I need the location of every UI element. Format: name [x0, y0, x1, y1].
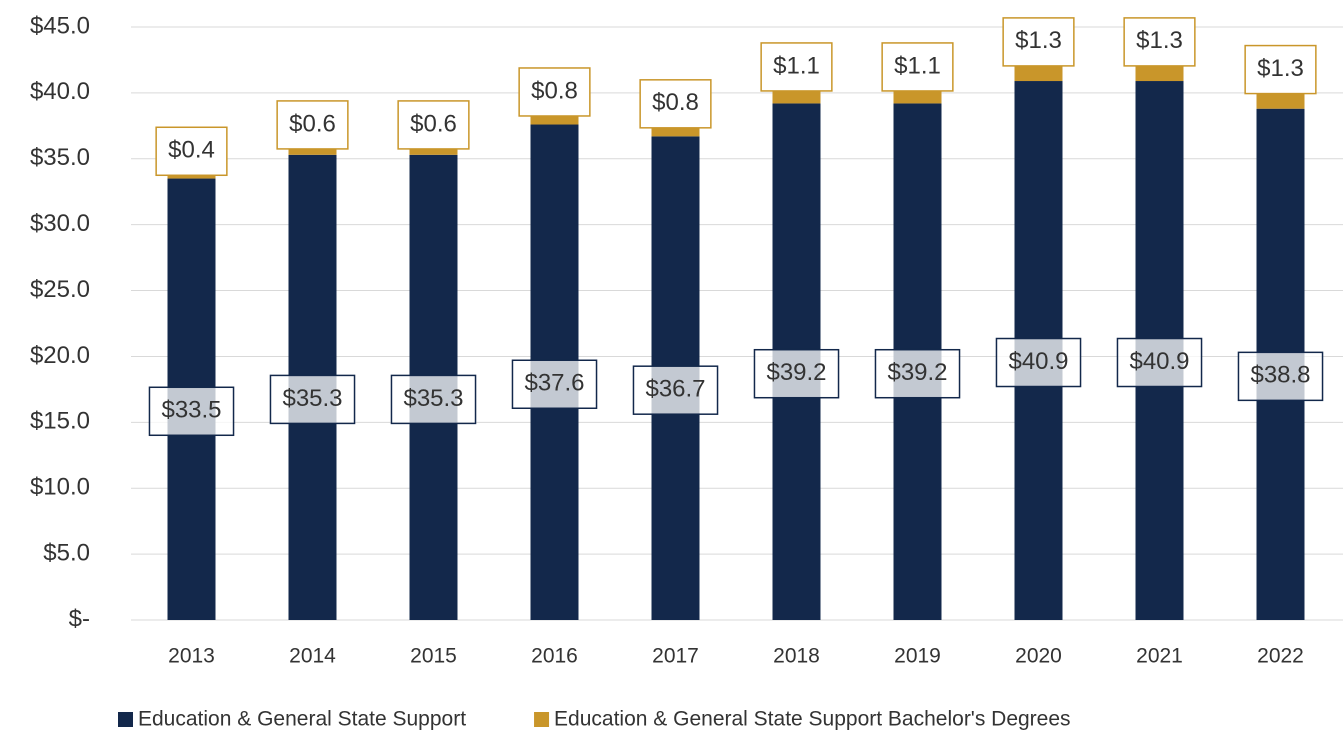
data-label: $1.3: [1123, 17, 1196, 67]
data-label-box: [155, 126, 228, 177]
data-label: $0.8: [639, 79, 712, 129]
y-tick-label: $40.0: [30, 78, 90, 105]
x-tick-label: 2021: [1136, 645, 1183, 668]
data-label-text: $39.2: [887, 359, 947, 386]
x-tick-label: 2019: [894, 645, 941, 668]
bar-segment: [288, 146, 337, 155]
data-label: $1.1: [760, 42, 833, 92]
y-tick-label: $35.0: [30, 144, 90, 171]
legend-label: Education & General State Support Bachel…: [554, 708, 1070, 731]
data-label-box: [881, 42, 954, 92]
data-label-box: [995, 337, 1082, 388]
legend-swatch: [118, 712, 133, 727]
x-tick-label: 2018: [773, 645, 820, 668]
data-label-text: $35.3: [403, 385, 463, 412]
data-label-text: $40.9: [1129, 348, 1189, 375]
data-label-box: [760, 42, 833, 92]
data-label-box: [753, 348, 840, 399]
data-label: $1.3: [1002, 17, 1075, 67]
data-label-text: $1.3: [1015, 27, 1062, 54]
data-label-box: [397, 100, 470, 150]
data-label-text: $39.2: [766, 359, 826, 386]
legend-label: Education & General State Support: [138, 708, 466, 731]
data-label-text: $1.3: [1136, 27, 1183, 54]
y-tick-label: $45.0: [30, 12, 90, 39]
data-label-text: $36.7: [645, 376, 705, 403]
data-label-text: $0.6: [410, 110, 457, 137]
data-label: $36.7: [632, 365, 719, 415]
x-tick-label: 2015: [410, 645, 457, 668]
data-label: $35.3: [269, 374, 356, 425]
data-label-box: [1237, 351, 1324, 402]
data-label-text: $1.1: [894, 52, 941, 79]
data-label: $0.4: [155, 126, 228, 177]
data-label: $1.3: [1244, 44, 1317, 95]
data-label-text: $0.8: [531, 77, 578, 104]
data-label: $40.9: [995, 337, 1082, 388]
data-label-box: [1123, 17, 1196, 67]
x-tick-label: 2017: [652, 645, 699, 668]
data-label-box: [390, 374, 477, 425]
x-tick-label: 2016: [531, 645, 578, 668]
bar-segment: [530, 113, 579, 125]
y-tick-label: $5.0: [43, 539, 90, 566]
data-label: $0.8: [518, 67, 591, 117]
data-label: $39.2: [753, 348, 840, 399]
data-label-text: $37.6: [524, 370, 584, 397]
legend-swatch: [534, 712, 550, 727]
data-label: $1.1: [881, 42, 954, 92]
data-label-box: [639, 79, 712, 129]
data-label-box: [1002, 17, 1075, 67]
bar-segment: [1256, 91, 1305, 109]
data-label-text: $0.4: [168, 137, 215, 164]
data-label: $0.6: [276, 100, 349, 150]
data-label: $39.2: [874, 348, 961, 399]
data-label-text: $0.8: [652, 89, 699, 116]
data-label: $40.9: [1116, 337, 1203, 388]
x-tick-label: 2022: [1257, 645, 1304, 668]
data-label-box: [269, 374, 356, 425]
bar-segment: [772, 88, 821, 104]
data-label-box: [632, 365, 719, 415]
data-label-text: $40.9: [1008, 348, 1068, 375]
bar-segment: [1135, 63, 1184, 82]
data-label: $38.8: [1237, 351, 1324, 402]
data-label: $0.6: [397, 100, 470, 150]
data-label-text: $35.3: [282, 385, 342, 412]
data-label: $35.3: [390, 374, 477, 425]
data-label-text: $1.3: [1257, 55, 1304, 82]
x-tick-label: 2014: [289, 645, 336, 668]
y-tick-label: $-: [69, 605, 90, 632]
data-label: $33.5: [148, 386, 235, 437]
y-tick-label: $10.0: [30, 474, 90, 501]
data-label: $37.6: [511, 359, 598, 410]
y-tick-label: $15.0: [30, 408, 90, 435]
data-label-box: [874, 348, 961, 399]
data-label-text: $33.5: [161, 397, 221, 424]
data-label-box: [1116, 337, 1203, 388]
data-label-box: [511, 359, 598, 410]
y-tick-label: $30.0: [30, 210, 90, 237]
bar-segment: [1014, 63, 1063, 82]
y-tick-label: $25.0: [30, 276, 90, 303]
bar-segment: [651, 125, 700, 137]
y-tick-label: $20.0: [30, 342, 90, 369]
data-label-box: [1244, 44, 1317, 95]
bar-segment: [893, 88, 942, 104]
data-label-box: [148, 386, 235, 437]
data-label-text: $0.6: [289, 110, 336, 137]
data-label-text: $38.8: [1250, 362, 1310, 389]
data-label-text: $1.1: [773, 52, 820, 79]
data-label-box: [518, 67, 591, 117]
bar-segment: [409, 146, 458, 155]
x-tick-label: 2013: [168, 645, 215, 668]
data-label-box: [276, 100, 349, 150]
x-tick-label: 2020: [1015, 645, 1062, 668]
